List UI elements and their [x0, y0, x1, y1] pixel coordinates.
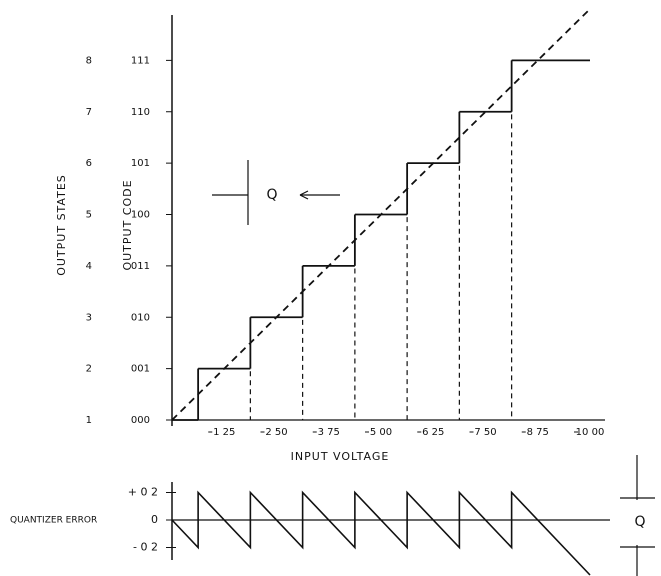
annotation: Q [634, 514, 645, 530]
y2-tick-label: 1 [86, 415, 92, 426]
x-tick-label: 7 50 [474, 427, 496, 438]
y2-tick-label: 5 [86, 210, 92, 221]
y-tick-label: 010 [131, 312, 150, 323]
y2-tick-label: 8 [86, 55, 92, 66]
y-tick-label: 100 [131, 210, 150, 221]
y2-tick-label: 7 [86, 107, 92, 118]
x-tick-label: 1 25 [213, 427, 235, 438]
y-tick-label: - 0 2 [133, 541, 158, 554]
y2-tick-label: 6 [86, 158, 92, 169]
y2-tick-label: 2 [86, 364, 92, 375]
y-axis-label: QUANTIZER ERROR [10, 516, 97, 526]
x-tick-label: 6 25 [422, 427, 444, 438]
y-tick-label: 110 [131, 107, 150, 118]
y-tick-label: 011 [131, 261, 150, 272]
y-tick-label: 000 [131, 415, 150, 426]
y-tick-label: + 0 2 [128, 486, 158, 499]
x-tick-label: 3 75 [318, 427, 340, 438]
x-tick-label: 2 50 [265, 427, 287, 438]
y2-tick-label: 3 [86, 312, 92, 323]
y2-tick-label: 4 [86, 261, 92, 272]
x-tick-label: 8 75 [527, 427, 549, 438]
dimension-marks [212, 160, 655, 576]
error-line [171, 490, 591, 576]
ideal-line [171, 8, 591, 421]
x-tick-label: 10 00 [576, 427, 605, 438]
y-tick-label: 001 [131, 364, 150, 375]
annotation: Q [266, 187, 277, 203]
y-tick-label: 0 [151, 513, 158, 526]
y-tick-label: 111 [131, 55, 150, 66]
y-axis-label: OUTPUT CODE [121, 179, 134, 270]
y2-axis-label: OUTPUT STATES [55, 174, 68, 276]
y-tick-label: 101 [131, 158, 150, 169]
x-axis-label: INPUT VOLTAGE [291, 450, 390, 463]
x-tick-label: 5 00 [370, 427, 392, 438]
